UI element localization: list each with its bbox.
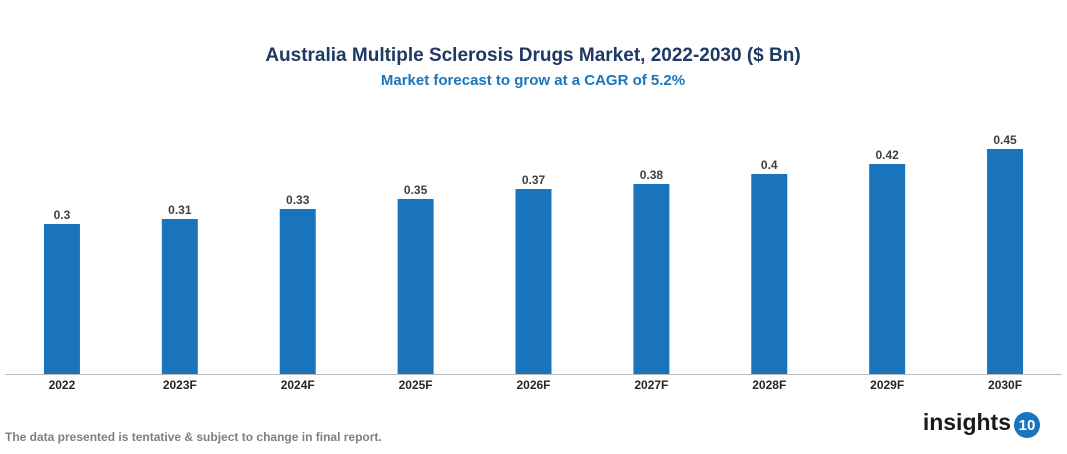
value-label: 0.4 (761, 158, 778, 172)
value-label: 0.31 (168, 203, 192, 217)
value-label: 0.3 (54, 208, 71, 222)
value-label: 0.33 (286, 193, 310, 207)
x-tick-label: 2030F (988, 378, 1022, 392)
bar (161, 219, 198, 374)
x-tick-label: 2027F (634, 378, 668, 392)
bar (279, 209, 316, 374)
chart-title: Australia Multiple Sclerosis Drugs Marke… (265, 45, 800, 66)
bar (43, 224, 80, 374)
bar (633, 184, 670, 374)
x-tick-label: 2026F (516, 378, 550, 392)
value-label: 0.37 (522, 173, 546, 187)
bar (397, 199, 434, 374)
x-tick-label: 2025F (399, 378, 433, 392)
bar (515, 189, 552, 374)
x-tick-label: 2024F (281, 378, 315, 392)
value-label: 0.42 (875, 148, 899, 162)
bar (869, 164, 906, 374)
bar (751, 174, 788, 374)
value-label: 0.35 (404, 183, 428, 197)
x-tick-label: 2028F (752, 378, 786, 392)
x-tick-label: 2023F (163, 378, 197, 392)
logo-badge (1014, 412, 1040, 438)
value-label: 0.45 (993, 133, 1017, 147)
x-tick-label: 2029F (870, 378, 904, 392)
footnote: The data presented is tentative & subjec… (5, 430, 382, 444)
logo-badge-text: 10 (1019, 417, 1036, 434)
x-tick-label: 2022 (49, 378, 76, 392)
chart-subtitle: Market forecast to grow at a CAGR of 5.2… (381, 72, 685, 89)
value-label: 0.38 (640, 168, 664, 182)
bar (987, 149, 1024, 374)
logo-text: insights (923, 409, 1011, 435)
